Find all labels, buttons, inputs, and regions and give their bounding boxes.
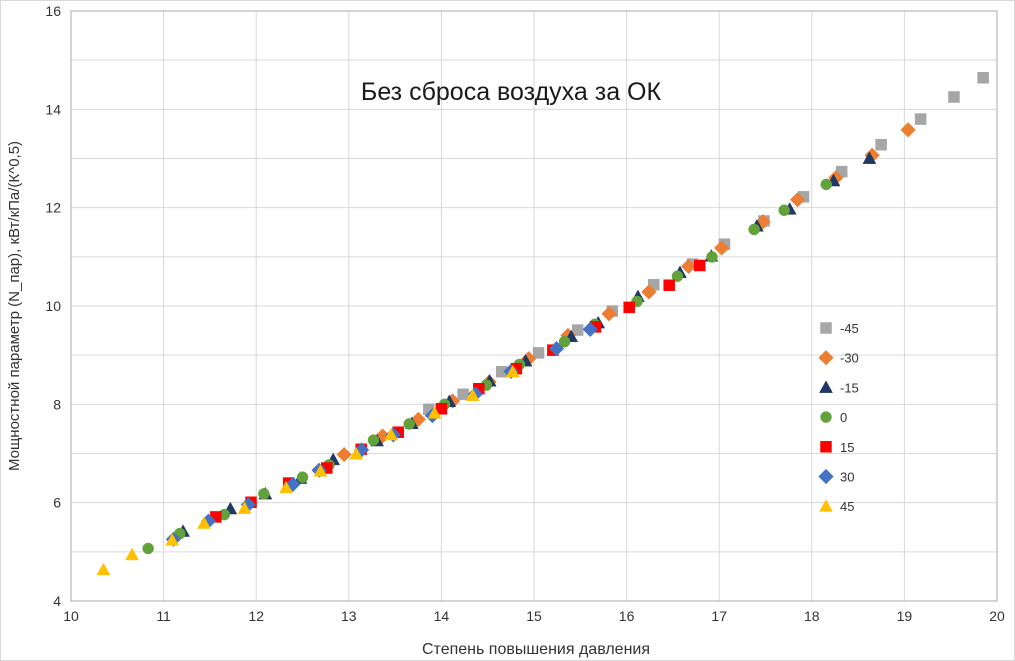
svg-text:-45: -45 — [840, 321, 859, 336]
svg-text:45: 45 — [840, 499, 854, 514]
svg-text:15: 15 — [840, 440, 854, 455]
svg-text:11: 11 — [156, 608, 171, 624]
svg-text:12: 12 — [248, 608, 264, 624]
svg-text:0: 0 — [840, 410, 847, 425]
svg-text:13: 13 — [341, 608, 357, 624]
svg-text:16: 16 — [45, 3, 61, 19]
svg-text:Мощностной параметр (N_пар), к: Мощностной параметр (N_пар), кВт/кПа/(К^… — [6, 141, 23, 471]
svg-text:-15: -15 — [840, 380, 859, 395]
svg-text:10: 10 — [63, 608, 79, 624]
svg-text:Без сброса воздуха за ОК: Без сброса воздуха за ОК — [361, 78, 662, 106]
svg-text:20: 20 — [989, 608, 1005, 624]
svg-text:10: 10 — [45, 298, 61, 314]
svg-text:18: 18 — [804, 608, 820, 624]
svg-text:30: 30 — [840, 470, 854, 485]
svg-text:-30: -30 — [840, 351, 859, 366]
svg-text:8: 8 — [53, 396, 61, 412]
svg-text:15: 15 — [526, 608, 542, 624]
svg-text:4: 4 — [53, 593, 61, 609]
svg-text:14: 14 — [434, 608, 450, 624]
svg-text:16: 16 — [619, 608, 635, 624]
svg-text:6: 6 — [53, 495, 61, 511]
svg-text:19: 19 — [897, 608, 913, 624]
svg-text:14: 14 — [45, 101, 61, 117]
svg-text:12: 12 — [45, 200, 61, 216]
svg-text:17: 17 — [711, 608, 727, 624]
svg-text:Степень повышения давления: Степень повышения давления — [422, 641, 650, 658]
